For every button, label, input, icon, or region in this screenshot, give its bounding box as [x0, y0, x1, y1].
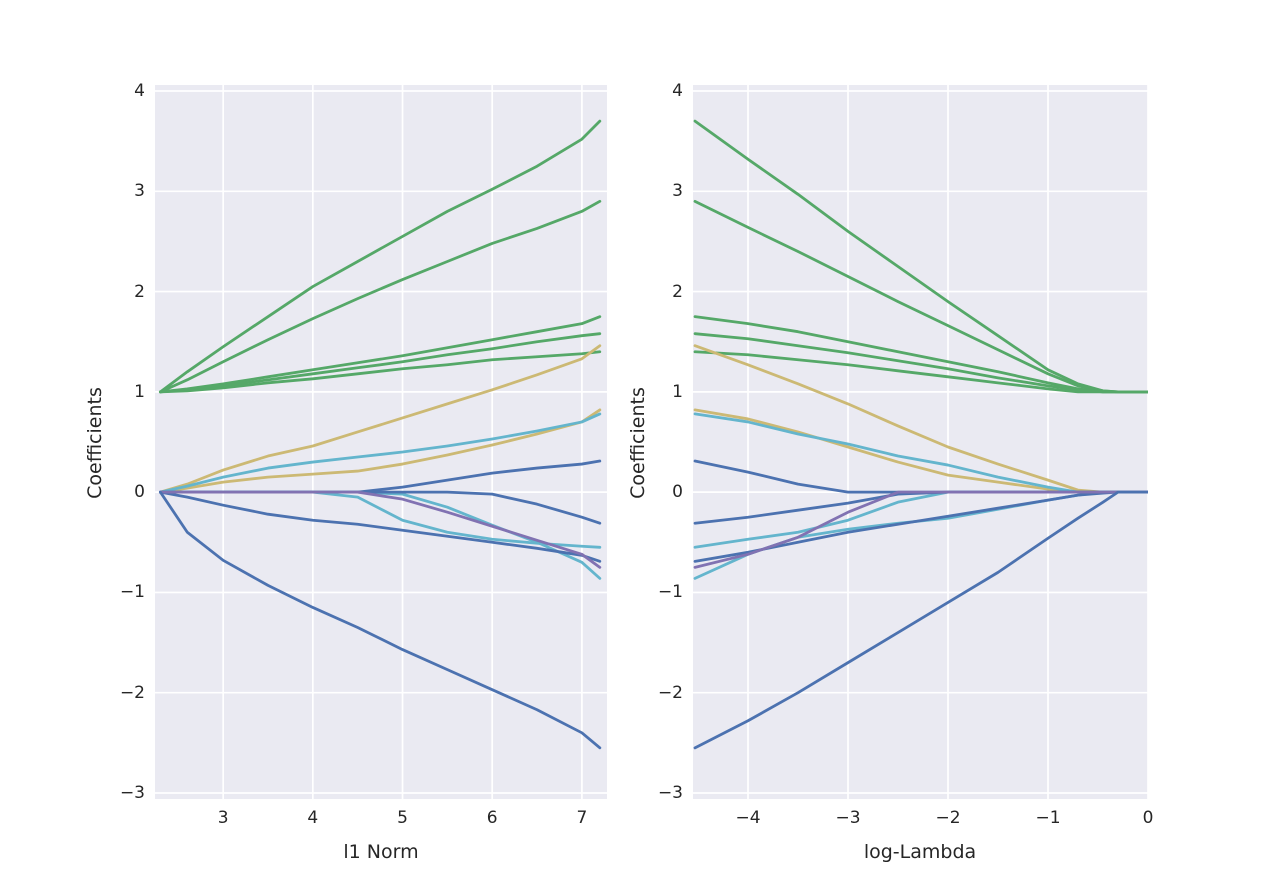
x-tick-label: 0: [1142, 808, 1154, 828]
x-tick-label: 5: [397, 808, 408, 828]
plot-canvas: [693, 85, 1148, 799]
y-tick-label: 2: [672, 281, 683, 302]
coef-green-5-line: [693, 350, 1148, 394]
y-tick-label: −2: [119, 682, 145, 703]
coef-purple-1-line: [158, 490, 602, 569]
coef-green-4-line: [158, 332, 602, 394]
plot-canvas: [155, 85, 607, 799]
x-tick-label: 7: [576, 808, 588, 828]
coef-blue-4-line: [693, 490, 1148, 750]
y-tick-label: −3: [119, 782, 145, 803]
coef-cyan-1-line: [158, 412, 602, 494]
lasso-path-plot-l1norm: [155, 85, 607, 799]
y-tick-label: 4: [672, 81, 683, 102]
y-tick-label: −3: [657, 782, 683, 803]
y-tick-label: 1: [134, 381, 145, 402]
y-tick-label: 0: [672, 482, 683, 503]
coef-tan-2-line: [158, 408, 602, 494]
x-tick-label: 3: [217, 808, 229, 828]
x-tick-label: −1: [1035, 808, 1061, 828]
coef-green-3-line: [158, 315, 602, 394]
coef-blue-3-line: [158, 490, 602, 563]
y-tick-label: 3: [134, 181, 145, 202]
y-tick-label: −1: [119, 582, 145, 603]
y-tick-label: −1: [657, 582, 683, 603]
coef-tan-1-line: [158, 344, 602, 494]
lasso-path-plot-loglambda: [693, 85, 1148, 799]
coef-green-2-line: [158, 199, 602, 394]
x-axis-label-right: log-Lambda: [863, 841, 977, 863]
x-tick-label: 6: [486, 808, 498, 828]
x-axis-label-left: l1 Norm: [343, 841, 419, 863]
axes-background: [155, 85, 607, 799]
coef-green-1-line: [158, 119, 602, 394]
coef-green-5-line: [158, 350, 602, 394]
x-tick-label: 4: [307, 808, 319, 828]
y-axis-label-left: Coefficients: [84, 387, 106, 499]
y-tick-label: 0: [134, 482, 145, 503]
axes-background: [693, 85, 1148, 799]
coef-blue-4-line: [158, 490, 602, 750]
y-axis-label-right: Coefficients: [627, 387, 649, 499]
x-tick-label: −3: [835, 808, 861, 828]
y-tick-label: 2: [134, 281, 145, 302]
coef-purple-1-line: [693, 490, 1148, 569]
y-tick-label: 1: [672, 381, 683, 402]
y-tick-label: 4: [134, 81, 145, 102]
x-tick-label: −2: [935, 808, 961, 828]
y-tick-label: −2: [657, 682, 683, 703]
x-tick-label: −4: [735, 808, 761, 828]
y-tick-label: 3: [672, 181, 683, 202]
